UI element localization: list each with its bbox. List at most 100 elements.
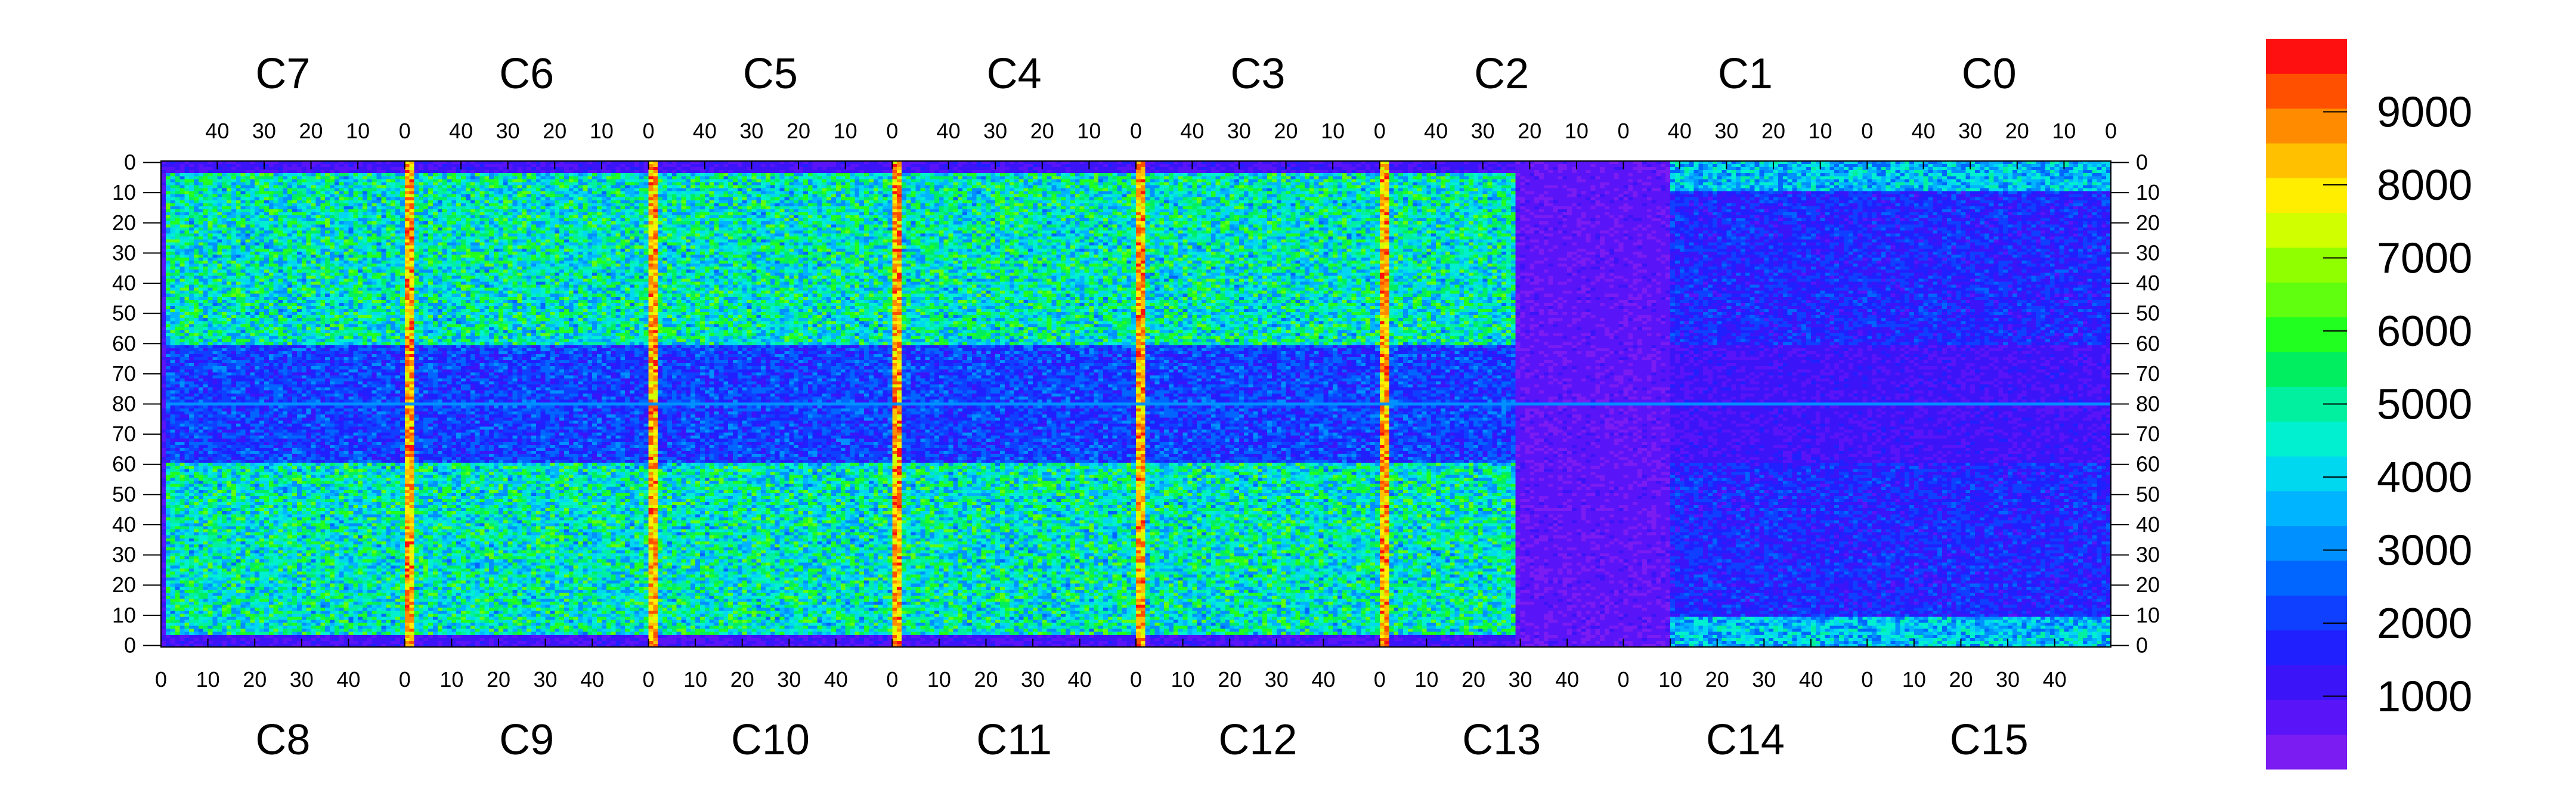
- x-tick-label-top: 10: [1077, 119, 1101, 143]
- colorbar-segment: [2266, 143, 2347, 178]
- y-tick-label-right: 20: [2136, 210, 2160, 235]
- x-tick-label-top: 40: [937, 119, 961, 143]
- x-tick-label-top: 10: [1321, 119, 1345, 143]
- x-tick-label-top: 0: [1130, 119, 1142, 143]
- chip-label-bottom: C10: [731, 716, 810, 764]
- chip-label-bottom: C13: [1462, 716, 1541, 764]
- x-tick-label-bottom: 0: [886, 667, 898, 692]
- x-tick-label-bottom: 20: [974, 667, 998, 692]
- x-tick-label-bottom: 0: [1617, 667, 1629, 692]
- y-tick-label-right: 70: [2136, 361, 2160, 386]
- x-tick-label-top: 30: [252, 119, 276, 143]
- y-tick-label-right: 20: [2136, 572, 2160, 597]
- x-tick-label-top: 30: [496, 119, 520, 143]
- heatmap-plot: [160, 160, 2111, 648]
- y-tick-label-left: 20: [112, 572, 136, 597]
- x-tick-label-top: 0: [642, 119, 654, 143]
- x-tick-label-top: 20: [1761, 119, 1785, 143]
- chip-label-top: C5: [743, 50, 798, 98]
- x-tick-label-bottom: 10: [1658, 667, 1682, 692]
- x-tick-label-bottom: 20: [243, 667, 267, 692]
- x-tick-label-bottom: 20: [730, 667, 754, 692]
- y-tick-label-right: 50: [2136, 301, 2160, 326]
- x-tick-label-bottom: 30: [534, 667, 558, 692]
- x-tick-label-top: 0: [1617, 119, 1629, 143]
- top-chip-labels: C7 C6 C5 C4 C3 C2 C1 C0: [255, 50, 2016, 98]
- x-tick-label-top: 0: [886, 119, 898, 143]
- colorbar-segment: [2266, 456, 2347, 491]
- colorbar-tick-label: 3000: [2377, 527, 2472, 575]
- x-tick-label-top: 40: [205, 119, 229, 143]
- x-tick-label-top: 10: [834, 119, 857, 143]
- x-tick-label-top: 10: [346, 119, 370, 143]
- y-tick-label-left: 70: [112, 361, 136, 386]
- y-tick-label-left: 0: [124, 150, 136, 175]
- colorbar-tick-label: 5000: [2377, 381, 2472, 429]
- y-tick-label-left: 50: [112, 301, 136, 326]
- y-tick-label-left: 70: [112, 422, 136, 446]
- y-tick-label-right: 70: [2136, 422, 2160, 446]
- y-tick-label-right: 0: [2136, 150, 2148, 175]
- y-tick-label-left: 10: [112, 180, 136, 205]
- x-tick-label-top: 40: [1912, 119, 1936, 143]
- y-tick-label-left: 60: [112, 452, 136, 476]
- x-tick-label-bottom: 40: [1311, 667, 1335, 692]
- x-tick-label-top: 20: [299, 119, 323, 143]
- x-tick-label-bottom: 30: [1996, 667, 2020, 692]
- x-tick-label-bottom: 10: [439, 667, 463, 692]
- x-tick-label-top: 20: [1518, 119, 1541, 143]
- y-tick-label-left: 0: [124, 633, 136, 657]
- y-tick-label-left: 60: [112, 331, 136, 355]
- y-tick-label-right: 40: [2136, 271, 2160, 295]
- x-tick-label-bottom: 10: [196, 667, 220, 692]
- x-tick-label-top: 30: [1958, 119, 1982, 143]
- x-tick-label-bottom: 40: [824, 667, 848, 692]
- colorbar-segment: [2266, 282, 2347, 318]
- chip-label-bottom: C11: [976, 716, 1052, 764]
- colorbar-segment: [2266, 665, 2347, 700]
- y-tick-label-left: 30: [112, 240, 136, 265]
- y-tick-label-right: 50: [2136, 482, 2160, 506]
- x-tick-label-top: 40: [1180, 119, 1204, 143]
- chip-label-bottom: C8: [255, 716, 310, 764]
- bottom-chip-labels: C8 C9 C10 C11 C12 C13 C14 C15: [255, 716, 2028, 764]
- x-tick-label-top: 0: [2105, 119, 2117, 143]
- chip-label-top: C6: [499, 50, 554, 98]
- x-tick-label-bottom: 20: [1705, 667, 1729, 692]
- colorbar-segment: [2266, 39, 2347, 74]
- x-tick-label-bottom: 10: [927, 667, 951, 692]
- x-tick-label-bottom: 0: [1130, 667, 1142, 692]
- chip-label-top: C2: [1474, 50, 1529, 98]
- y-tick-label-right: 10: [2136, 603, 2160, 627]
- x-tick-label-top: 20: [543, 119, 566, 143]
- x-tick-label-bottom: 20: [1949, 667, 1973, 692]
- chip-label-top: C3: [1230, 50, 1285, 98]
- colorbar-tick-label: 6000: [2377, 308, 2472, 355]
- y-tick-label-right: 10: [2136, 180, 2160, 205]
- x-tick-label-bottom: 30: [777, 667, 801, 692]
- colorbar-segment: [2266, 247, 2347, 283]
- chip-label-top: C0: [1962, 50, 2017, 98]
- colorbar-tick-label: 9000: [2377, 89, 2472, 137]
- x-tick-label-top: 20: [787, 119, 810, 143]
- x-tick-label-top: 40: [1668, 119, 1692, 143]
- x-tick-label-top: 40: [693, 119, 717, 143]
- colorbar-segment: [2266, 108, 2347, 144]
- x-tick-label-bottom: 30: [290, 667, 314, 692]
- x-tick-label-top: 30: [1227, 119, 1251, 143]
- x-tick-label-bottom: 20: [487, 667, 510, 692]
- y-tick-label-right: 30: [2136, 543, 2160, 567]
- x-tick-label-bottom: 40: [1555, 667, 1579, 692]
- x-tick-label-bottom: 30: [1265, 667, 1289, 692]
- left-y-axis: 0 10 20 30 40 50 60 70 80 70 60 50 40 30 20 10 0: [112, 150, 161, 657]
- x-tick-label-top: 30: [1471, 119, 1495, 143]
- x-tick-label-top: 40: [449, 119, 473, 143]
- x-tick-label-bottom: 40: [336, 667, 360, 692]
- colorbar-segment: [2266, 212, 2347, 248]
- x-tick-label-top: 10: [590, 119, 614, 143]
- y-tick-label-left: 40: [112, 512, 136, 537]
- colorbar-segment: [2266, 491, 2347, 527]
- colorbar-segment: [2266, 595, 2347, 631]
- x-tick-label-bottom: 30: [1752, 667, 1776, 692]
